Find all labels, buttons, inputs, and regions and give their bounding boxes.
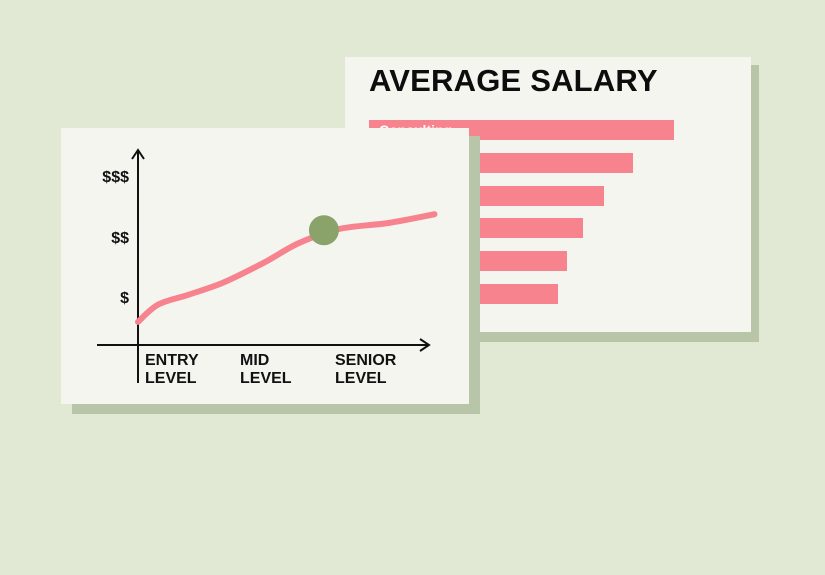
x-tick-label: LEVEL bbox=[145, 370, 197, 387]
highlight-marker bbox=[308, 215, 339, 246]
salary-curve bbox=[135, 211, 438, 325]
x-tick-label: LEVEL bbox=[335, 370, 387, 387]
x-tick-label: LEVEL bbox=[240, 370, 292, 387]
bar-chart-title: AVERAGE SALARY bbox=[369, 63, 658, 98]
x-tick-label: SENIOR bbox=[335, 352, 397, 369]
y-tick-label: $ bbox=[120, 290, 129, 307]
y-tick-label: $$$ bbox=[102, 169, 129, 186]
x-tick-label: MID bbox=[240, 352, 269, 369]
x-tick-label: ENTRY bbox=[145, 352, 199, 369]
career-level-card: $ $$ $$$ ENTRY LEVEL MID LEVEL SENIOR LEVEL bbox=[61, 128, 469, 404]
x-axis-arrow bbox=[419, 338, 431, 352]
y-axis-arrow bbox=[131, 148, 145, 160]
y-tick-label: $$ bbox=[111, 230, 129, 247]
